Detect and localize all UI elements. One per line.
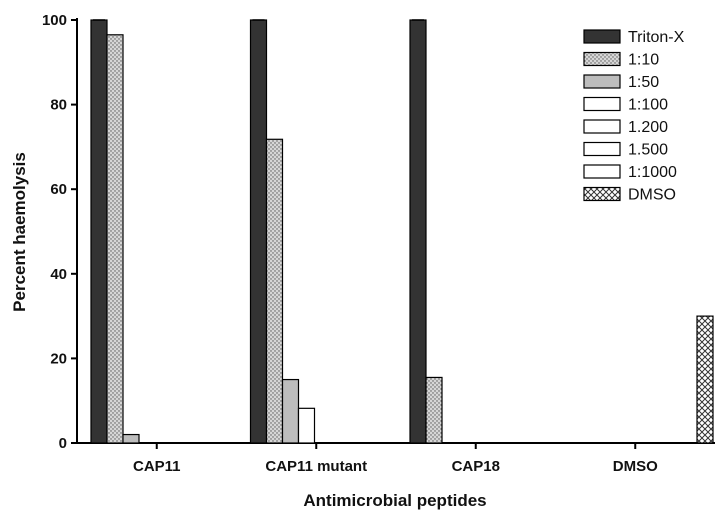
x-axis-title: Antimicrobial peptides [303, 491, 486, 510]
legend-label: Triton-X [628, 29, 685, 46]
bar-cap11-TritonX [90, 19, 108, 444]
y-tick-label: 80 [50, 97, 67, 114]
y-axis-title: Percent haemolysis [10, 152, 29, 312]
legend-label: 1.200 [628, 119, 668, 136]
bar-cap11-110 [106, 34, 124, 444]
legend-swatch [583, 186, 621, 202]
bar-cap11-mutant-110 [265, 138, 284, 444]
legend-swatch [583, 29, 621, 44]
legend-label: 1:1000 [628, 164, 677, 181]
legend-swatch [583, 96, 621, 112]
bar-dmso-DMSO [696, 315, 714, 444]
legend-label: 1:100 [628, 97, 668, 114]
bar-cap11-mutant-150 [281, 378, 300, 444]
y-tick-label: 20 [50, 350, 67, 367]
legend-swatch [583, 74, 621, 89]
x-tick-label: CAP11 mutant [265, 458, 367, 475]
bars [90, 19, 714, 444]
axes: 0 20 40 60 80 100 CAP11 CAP11 mutant CAP18 DMSO [42, 12, 715, 475]
bar-cap11-mutant-TritonX [249, 19, 268, 444]
bar-cap18-110 [425, 376, 443, 444]
x-tick-label: CAP18 [452, 458, 500, 475]
legend-swatch [583, 141, 621, 157]
y-tick-label: 40 [50, 266, 67, 283]
legend-label: DMSO [628, 187, 676, 204]
x-tick-label: DMSO [613, 458, 658, 475]
x-tick-label: CAP11 [133, 458, 181, 475]
bar-cap11-150 [122, 433, 140, 444]
bar-cap18-TritonX [409, 19, 427, 444]
y-tick-label: 0 [59, 435, 67, 452]
legend-label: 1.500 [628, 142, 668, 159]
legend-swatch [583, 51, 621, 67]
legend: Triton-X 1:10 1:50 1:100 1.200 1.500 1:1000 DMS… [583, 29, 685, 204]
bar-cap11-mutant-1100 [297, 407, 316, 444]
legend-label: 1:50 [628, 74, 659, 91]
legend-swatch [583, 164, 621, 179]
y-tick-label: 100 [42, 12, 67, 29]
legend-label: 1:10 [628, 52, 659, 69]
legend-swatch [583, 119, 621, 134]
y-tick-label: 60 [50, 181, 67, 198]
